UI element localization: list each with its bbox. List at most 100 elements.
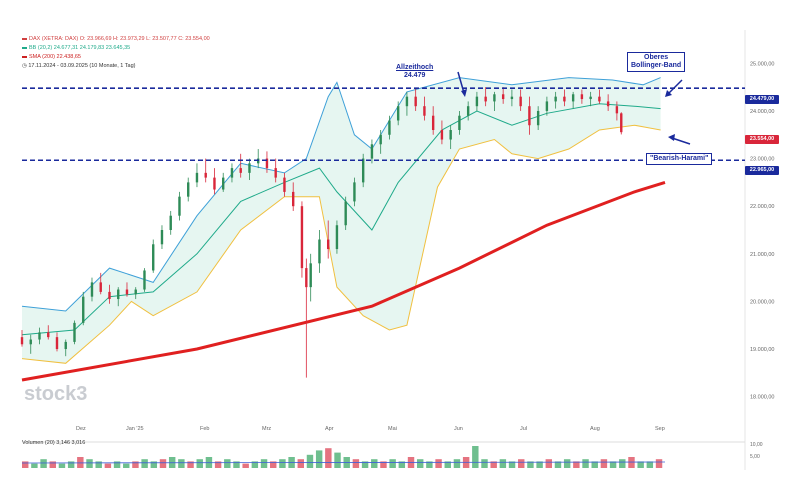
volume-bar <box>371 459 378 468</box>
candle-body <box>326 239 330 250</box>
volume-bar <box>398 461 406 468</box>
volume-bar <box>591 461 598 468</box>
volume-bar <box>435 459 442 468</box>
candle-body <box>405 96 409 107</box>
volume-bar <box>67 461 75 468</box>
volume-bar <box>270 461 277 468</box>
candle-body <box>160 230 164 245</box>
x-tick-label: Dez <box>76 426 86 432</box>
candle-body <box>510 96 514 100</box>
candle-body <box>152 244 155 271</box>
volume-bar <box>426 461 433 468</box>
volume-bar <box>619 459 626 468</box>
oberes-arrowhead <box>665 90 672 97</box>
volume-bar <box>104 463 112 468</box>
candle-body <box>73 322 76 342</box>
volume-bar <box>159 459 167 468</box>
volume-bar <box>518 459 525 468</box>
y-tick-label: 24.000,00 <box>750 109 774 115</box>
volume-bar <box>150 461 158 468</box>
volume-bar <box>444 461 451 468</box>
volume-ma-line <box>21 461 666 464</box>
volume-bar <box>416 459 424 468</box>
candle-body <box>414 96 417 107</box>
volume-bar <box>573 461 580 468</box>
candle-body <box>29 339 32 345</box>
volume-tick-label: 5,00 <box>750 454 760 460</box>
allzeithoch-value: 24.479 <box>403 72 426 79</box>
candle-body <box>187 182 190 197</box>
candle-body <box>589 96 592 100</box>
sma-swatch <box>22 55 27 58</box>
candle-body <box>501 94 505 100</box>
candle-body <box>318 239 321 264</box>
volume-bar <box>196 459 203 468</box>
volume-bar <box>315 450 323 468</box>
y-tick-label: 19.000,00 <box>750 347 774 353</box>
volume-bar <box>31 463 38 468</box>
volume-bar <box>251 461 259 468</box>
series-swatch <box>22 37 27 40</box>
candle-body <box>99 282 102 292</box>
volume-bar <box>95 461 102 468</box>
x-tick-label: Jul <box>520 426 527 432</box>
y-tick-label: 22.000,00 <box>750 204 774 210</box>
bollinger-swatch <box>22 46 27 49</box>
candle-body <box>90 282 94 297</box>
volume-bar <box>481 459 488 468</box>
volume-bar <box>600 459 608 468</box>
price-tag-upper: 24.479,00 <box>745 95 779 104</box>
candle-body <box>598 96 601 102</box>
x-tick-label: Apr <box>325 426 334 432</box>
volume-bar <box>508 461 516 468</box>
volume-bar <box>472 446 479 468</box>
candle-body <box>20 337 24 345</box>
y-tick-label: 18.000,00 <box>750 395 774 401</box>
volume-bar <box>58 463 66 468</box>
volume-bar <box>279 459 286 468</box>
volume-bar <box>214 461 222 468</box>
volume-bar <box>609 461 617 468</box>
price-tag-current: 23.554,00 <box>745 135 779 144</box>
candle-body <box>134 289 137 295</box>
candle-body <box>248 163 251 173</box>
volume-bar <box>453 459 461 468</box>
y-tick-label: 20.000,00 <box>750 299 774 305</box>
volume-bar <box>306 454 314 468</box>
x-tick-label: Jan '25 <box>126 426 144 432</box>
volume-bar <box>113 461 121 468</box>
candle-body <box>204 172 207 178</box>
candle-body <box>370 144 374 159</box>
oberes-line1: Oberes <box>644 54 669 61</box>
candle-body <box>396 106 400 121</box>
volume-bar <box>380 461 387 468</box>
candle-body <box>64 341 67 350</box>
candle-body <box>169 215 172 230</box>
allzeithoch-title: Allzeithoch <box>396 64 434 71</box>
volume-bar <box>132 461 139 468</box>
volume-bar <box>389 459 396 468</box>
candle-body <box>440 130 444 140</box>
candle-body <box>615 106 619 114</box>
candle-body <box>475 96 479 107</box>
volume-bar <box>178 459 185 468</box>
candle-body <box>82 296 85 323</box>
volume-bar <box>260 459 268 468</box>
candle-body <box>117 289 120 300</box>
candle-body <box>449 130 452 140</box>
bearish-arrow <box>671 137 691 145</box>
x-tick-label: Feb <box>200 426 209 432</box>
candle-body <box>606 101 610 107</box>
volume-bar <box>352 459 360 468</box>
candle-body <box>519 96 522 107</box>
candle-body <box>305 268 308 288</box>
candle-body <box>545 101 549 111</box>
bearish-harami-label: "Bearish-Harami" <box>650 155 709 162</box>
candle-body <box>528 106 531 126</box>
candle-body <box>379 134 382 145</box>
candle-body <box>388 120 391 135</box>
x-tick-label: Mai <box>388 426 397 432</box>
volume-bar <box>563 459 571 468</box>
volume-bar <box>554 461 562 468</box>
bollinger-middle-line <box>21 103 661 336</box>
